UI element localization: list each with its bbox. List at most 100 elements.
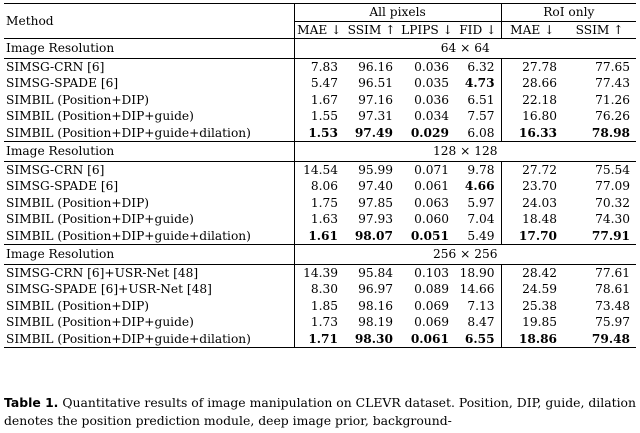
value-cell: 0.063 [414, 195, 449, 210]
table-row: SIMSG-SPADE [6] 8.06 97.40 0.061 4.66 23.70 77… [4, 178, 636, 195]
value-cell: 8.47 [467, 315, 495, 329]
value-cell: 27.72 [500, 160, 564, 178]
value-cell: 24.03 [500, 194, 564, 211]
value-cell: 25.38 [500, 297, 564, 314]
value-cell: 5.49 [467, 228, 495, 243]
table-row: SIMBIL (Position+DIP) 1.75 97.85 0.063 5.97 2… [4, 194, 636, 211]
value-cell: 77.65 [563, 57, 637, 75]
value-cell: 0.071 [399, 160, 455, 178]
section-label: Image Resolution [4, 244, 295, 264]
section-header-row: Image Resolution 256 × 256 [4, 244, 637, 264]
table-row: SIMSG-SPADE [6]+USR-Net [48] 8.30 96.97 0.0… [4, 281, 636, 298]
results-table: Method All pixels RoI only MAE ↓ SSIM ↑ … [4, 3, 637, 348]
value-cell: 77.61 [563, 263, 637, 281]
method-cell: SIMBIL (Position+DIP+guide+dilation) [4, 330, 295, 348]
section-label: Image Resolution [4, 141, 295, 161]
method-cell: SIMSG-CRN [6] [4, 160, 295, 178]
value-cell: 22.18 [500, 91, 564, 108]
value-cell: 98.19 [358, 315, 393, 329]
value-cell: 98.16 [358, 298, 393, 313]
table-row: SIMBIL (Position+DIP) 1.67 97.16 0.036 6.51 2… [4, 91, 636, 108]
header-row-metrics: MAE ↓ SSIM ↑ LPIPS ↓ FID ↓ MAE ↓ SSIM ↑ [4, 21, 636, 39]
table-row: SIMBIL (Position+DIP+guide) 1.55 97.31 0.03… [4, 108, 636, 125]
method-cell: SIMSG-CRN [6]+USR-Net [48] [4, 263, 295, 281]
table-row: SIMSG-SPADE [6] 5.47 96.51 0.035 4.73 28.66 77… [4, 75, 636, 92]
value-cell: 4.73 [464, 76, 495, 90]
value-cell: 78.61 [595, 282, 631, 296]
value-cell: 0.103 [399, 263, 455, 281]
table-row: SIMSG-CRN [6] 14.54 95.99 0.071 9.78 27.72 75.… [4, 160, 637, 178]
method-cell: SIMBIL (Position+DIP+guide) [4, 211, 295, 228]
value-cell: 28.42 [500, 263, 564, 281]
value-cell: 97.31 [358, 109, 393, 123]
value-cell: 14.66 [459, 282, 495, 296]
metric-header: MAE ↓ [297, 22, 342, 37]
value-cell: 7.04 [467, 212, 495, 226]
value-cell: 79.48 [563, 330, 637, 348]
value-cell: 18.86 [500, 330, 564, 348]
value-cell: 96.97 [358, 282, 393, 296]
value-cell: 6.32 [455, 57, 502, 75]
value-cell: 75.97 [595, 315, 631, 329]
value-cell: 0.069 [414, 315, 449, 329]
value-cell: 8.30 [310, 282, 338, 296]
section-resolution: 128 × 128 [294, 141, 637, 161]
value-cell: 1.61 [308, 228, 338, 243]
value-cell: 6.08 [467, 125, 495, 140]
caption-text: Quantitative results of image manipulati… [4, 395, 636, 428]
value-cell: 96.16 [344, 57, 399, 75]
metric-header: SSIM ↑ [347, 22, 396, 37]
value-cell: 28.66 [500, 75, 564, 92]
method-cell: SIMSG-SPADE [6]+USR-Net [48] [4, 281, 295, 298]
value-cell: 1.53 [308, 125, 338, 140]
value-cell: 97.85 [358, 195, 393, 210]
value-cell: 0.034 [414, 109, 449, 123]
value-cell: 0.051 [410, 228, 449, 243]
table-row: SIMBIL (Position+DIP) 1.85 98.16 0.069 7.13 2… [4, 297, 636, 314]
value-cell: 77.09 [595, 179, 631, 193]
method-cell: SIMBIL (Position+DIP+guide) [4, 314, 295, 331]
method-cell: SIMBIL (Position+DIP+guide+dilation) [4, 124, 295, 142]
method-cell: SIMBIL (Position+DIP+guide) [4, 108, 295, 125]
table-row: SIMBIL (Position+DIP+guide) 1.73 98.19 0.06… [4, 314, 636, 331]
method-cell: SIMBIL (Position+DIP+guide+dilation) [4, 227, 295, 245]
value-cell: 0.089 [414, 282, 449, 296]
method-cell: SIMSG-CRN [6] [4, 57, 295, 75]
value-cell: 0.069 [414, 298, 449, 313]
header-row-groups: Method All pixels RoI only [4, 3, 637, 39]
value-cell: 1.67 [310, 92, 338, 107]
value-cell: 23.70 [500, 178, 564, 195]
value-cell: 18.90 [455, 263, 502, 281]
value-cell: 16.80 [500, 108, 564, 125]
table-row: SIMBIL (Position+DIP+guide+dilation) 1.61… [4, 227, 636, 245]
value-cell: 14.39 [294, 263, 344, 281]
method-cell: SIMSG-SPADE [6] [4, 75, 295, 92]
section-header-row: Image Resolution 128 × 128 [4, 141, 637, 161]
value-cell: 76.26 [595, 109, 631, 123]
results-table-container: Method All pixels RoI only MAE ↓ SSIM ↑ … [4, 3, 637, 348]
value-cell: 95.84 [344, 263, 399, 281]
section-label: Image Resolution [4, 38, 295, 58]
method-cell: SIMBIL (Position+DIP) [4, 297, 295, 314]
value-cell: 0.061 [399, 330, 455, 348]
value-cell: 17.70 [500, 227, 564, 245]
section-header-row: Image Resolution 64 × 64 [4, 38, 637, 58]
value-cell: 7.57 [467, 109, 495, 123]
value-cell: 96.51 [358, 76, 393, 90]
value-cell: 18.48 [500, 211, 564, 228]
method-cell: SIMSG-SPADE [6] [4, 178, 295, 195]
value-cell: 78.98 [591, 125, 631, 140]
value-cell: 0.029 [410, 125, 449, 140]
value-cell: 16.33 [500, 124, 564, 142]
value-cell: 5.97 [467, 195, 495, 210]
value-cell: 97.49 [354, 125, 393, 140]
value-cell: 1.63 [310, 212, 338, 226]
metric-header: MAE ↓ [500, 21, 564, 39]
results-body: Image Resolution 64 × 64 SIMSG-CRN [6] 7.83… [4, 38, 637, 348]
table-row: SIMBIL (Position+DIP+guide) 1.63 97.93 0.06… [4, 211, 636, 228]
value-cell: 27.78 [500, 57, 564, 75]
value-cell: 0.060 [414, 212, 449, 226]
method-cell: SIMBIL (Position+DIP) [4, 194, 295, 211]
value-cell: 7.83 [294, 57, 344, 75]
value-cell: 77.43 [595, 76, 631, 90]
